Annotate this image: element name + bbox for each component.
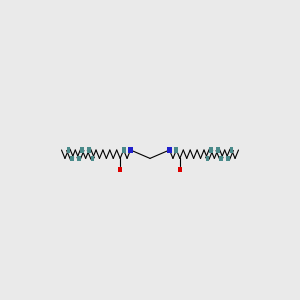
Bar — [77, 156, 81, 161]
Bar — [87, 148, 91, 152]
Bar — [70, 156, 74, 161]
Bar — [226, 156, 230, 161]
Bar — [174, 147, 178, 153]
Bar — [67, 148, 70, 152]
Bar — [91, 156, 94, 161]
Bar — [128, 147, 133, 153]
Bar — [206, 156, 209, 161]
Bar — [216, 148, 220, 152]
Bar — [122, 147, 126, 153]
Bar — [209, 148, 213, 152]
Bar — [178, 167, 182, 172]
Bar — [230, 148, 233, 152]
Bar — [80, 148, 84, 152]
Bar — [219, 156, 223, 161]
Bar — [118, 167, 122, 172]
Bar — [167, 147, 172, 153]
